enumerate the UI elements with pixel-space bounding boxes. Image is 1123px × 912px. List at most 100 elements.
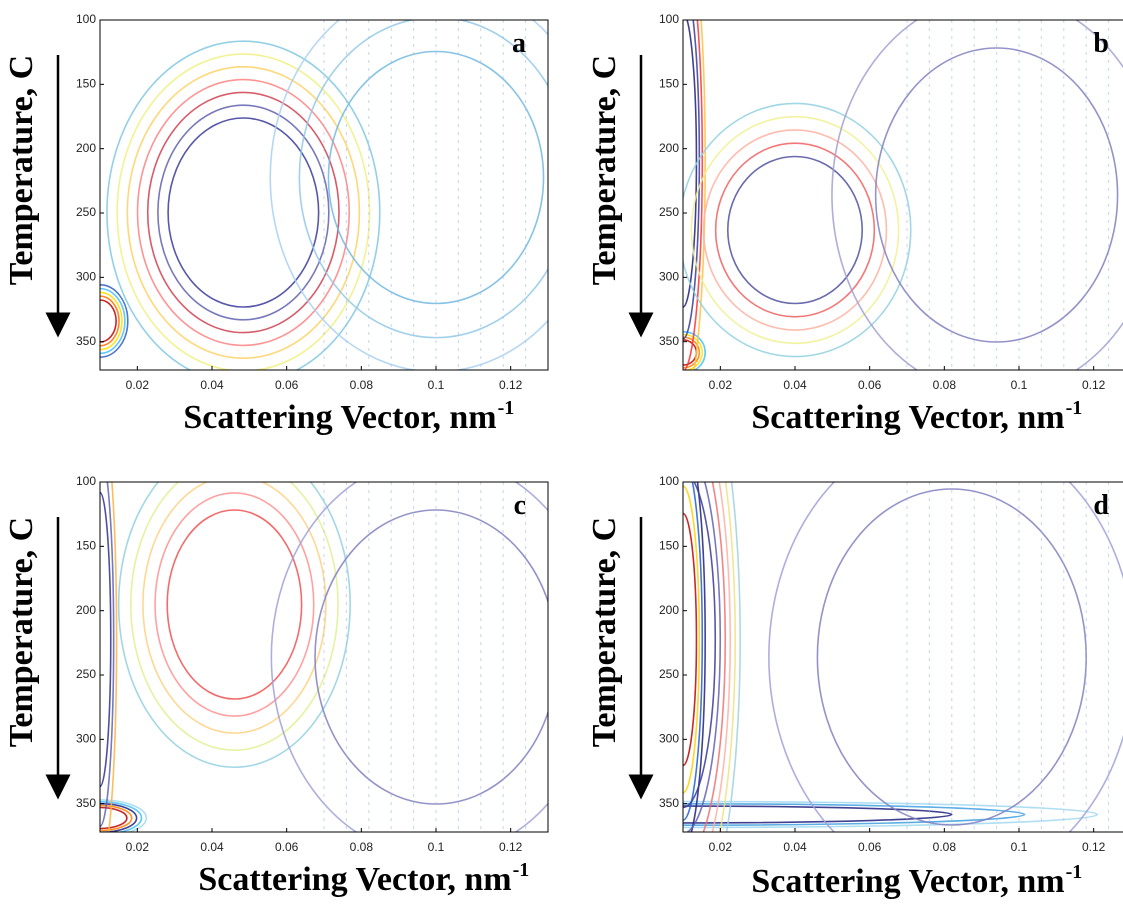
contour-line <box>714 142 876 318</box>
panel-label: a <box>512 28 526 59</box>
y-axis-label: Temperature, C <box>3 55 40 285</box>
x-tick-label: 0.1 <box>428 378 445 392</box>
contour-line <box>683 102 912 358</box>
contour-line <box>130 482 339 751</box>
x-axis-label-superscript: -1 <box>1066 861 1083 883</box>
contour-line <box>100 801 143 832</box>
contour-line <box>107 482 118 832</box>
x-axis-label-superscript: -1 <box>1066 397 1083 419</box>
x-tick-label: 0.02 <box>709 840 733 854</box>
contour-line <box>269 20 548 370</box>
contour-line <box>726 155 863 305</box>
x-tick-label: 0.06 <box>275 378 299 392</box>
contour-line <box>298 20 548 339</box>
x-tick-label: 0.02 <box>126 378 150 392</box>
y-axis-label: Temperature, C <box>586 517 623 747</box>
plot-frame <box>99 481 549 833</box>
contour-line <box>768 482 1123 832</box>
x-axis-label: Scattering Vector, nm <box>751 399 1064 436</box>
x-tick-label: 0.02 <box>126 840 150 854</box>
y-tick-label: 100 <box>659 474 679 488</box>
x-tick-label: 0.02 <box>709 378 733 392</box>
contour-line <box>683 20 698 308</box>
contour-line <box>100 799 148 832</box>
x-axis-label: Scattering Vector, nm <box>183 399 496 436</box>
contour-line <box>100 804 133 832</box>
panel: 0.02 0.04 0.06 0.08 0.1 0.12 100 150 200 250 300 35… <box>586 474 1123 900</box>
contour-line <box>154 492 315 717</box>
y-axis-label: Temperature, C <box>3 517 40 747</box>
contour-line <box>683 512 698 767</box>
contour-line <box>100 802 138 832</box>
contour-line <box>816 488 1088 826</box>
contour-line <box>725 482 741 832</box>
x-tick-label: 0.1 <box>1011 840 1028 854</box>
contour-line <box>327 50 545 305</box>
x-tick-label: 0.12 <box>499 378 523 392</box>
contour-line <box>146 91 340 334</box>
x-tick-label: 0.06 <box>275 840 299 854</box>
y-tick-label: 300 <box>76 270 96 284</box>
x-axis-label: Scattering Vector, nm <box>751 863 1064 900</box>
contour-line <box>100 295 120 347</box>
x-tick-label: 0.12 <box>1082 840 1106 854</box>
contour-line <box>126 66 361 359</box>
x-tick-label: 0.08 <box>350 840 374 854</box>
contour-line <box>270 482 548 832</box>
contour-line <box>142 482 327 734</box>
x-tick-label: 0.1 <box>428 840 445 854</box>
contour-line <box>157 104 330 321</box>
x-tick-label: 0.04 <box>200 378 224 392</box>
y-tick-label: 200 <box>659 141 679 155</box>
x-axis-label: Scattering Vector, nm <box>198 861 511 898</box>
y-tick-label: 200 <box>76 141 96 155</box>
contour-line <box>683 805 953 824</box>
y-tick-label: 150 <box>76 539 96 553</box>
contour-line <box>117 482 351 769</box>
panel-label: c <box>514 490 526 521</box>
y-tick-label: 350 <box>76 796 96 810</box>
contour-line <box>683 20 704 370</box>
panel-label: d <box>1093 490 1109 521</box>
contour-line <box>166 509 303 700</box>
contour-line <box>100 284 129 358</box>
contour-line <box>100 482 115 828</box>
contour-line <box>702 482 727 832</box>
contour-line <box>116 53 371 370</box>
y-tick-label: 100 <box>76 12 96 26</box>
x-tick-label: 0.08 <box>933 378 957 392</box>
contour-line <box>683 800 1099 829</box>
x-tick-label: 0.08 <box>933 840 957 854</box>
contour-line <box>702 129 888 331</box>
y-tick-label: 100 <box>659 12 679 26</box>
contour-line <box>690 482 706 832</box>
panel: 0.02 0.04 0.06 0.08 0.1 0.12 100 150 200 250 300 35… <box>3 474 549 898</box>
y-tick-label: 350 <box>76 334 96 348</box>
contour-line <box>167 117 320 308</box>
y-tick-label: 150 <box>659 77 679 91</box>
panel: 0.02 0.04 0.06 0.08 0.1 0.12 100 150 200 250 300 35… <box>586 12 1123 436</box>
contour-line <box>690 115 900 345</box>
y-tick-label: 300 <box>76 732 96 746</box>
x-axis-label-superscript: -1 <box>498 397 515 419</box>
contour-line <box>683 330 706 370</box>
contour-line <box>831 20 1123 370</box>
y-tick-label: 350 <box>659 796 679 810</box>
y-tick-label: 200 <box>76 603 96 617</box>
y-tick-label: 250 <box>76 667 96 681</box>
y-tick-label: 350 <box>659 334 679 348</box>
contour-line <box>719 482 737 832</box>
x-tick-label: 0.06 <box>858 378 882 392</box>
plot-frame <box>682 19 1123 371</box>
x-tick-label: 0.04 <box>200 840 224 854</box>
y-tick-label: 300 <box>659 270 679 284</box>
y-axis-label: Temperature, C <box>586 55 623 285</box>
contour-line <box>711 482 732 832</box>
y-tick-label: 250 <box>659 667 679 681</box>
contour-line <box>106 40 381 370</box>
contour-line <box>693 20 706 370</box>
x-tick-label: 0.04 <box>783 378 807 392</box>
y-tick-label: 150 <box>659 539 679 553</box>
plot-frame <box>99 19 549 371</box>
